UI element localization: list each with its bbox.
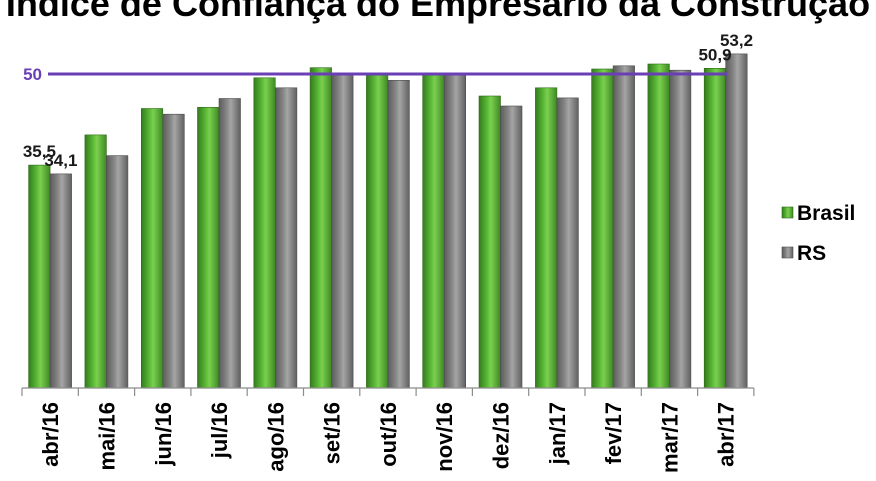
bars-layer	[28, 53, 748, 389]
reference-line-group: 50	[23, 65, 727, 84]
x-tick-label: jun/16	[151, 402, 176, 467]
chart-title: Índice de Confiança do Empresário da Con…	[6, 0, 870, 24]
x-tick-label: jul/16	[207, 402, 232, 459]
bar-rs-out-16	[387, 80, 410, 389]
x-tick-label: abr/17	[714, 402, 739, 467]
x-tick-label: mai/16	[94, 402, 119, 471]
x-tick-label: set/16	[320, 402, 345, 464]
bar-rs-fev-17	[612, 65, 635, 389]
x-tick-label: dez/16	[489, 402, 514, 469]
x-tick-label: abr/16	[38, 402, 63, 467]
bar-brasil-mar-17	[647, 63, 670, 389]
legend-swatch-brasil	[781, 206, 794, 219]
x-tick-label: nov/16	[432, 402, 457, 472]
bar-rs-mar-17	[669, 69, 692, 389]
bar-rs-jul-16	[218, 98, 241, 389]
x-axis	[21, 387, 755, 396]
bar-brasil-abr-17	[703, 68, 727, 389]
legend-swatch-rs	[781, 246, 794, 259]
x-tick-label: out/16	[376, 402, 401, 467]
x-tick-label: ago/16	[263, 402, 288, 472]
bar-rs-ago-16	[275, 87, 298, 389]
x-tick-label: fev/17	[601, 402, 626, 464]
data-label-brasil-abr-17: 50,9	[698, 45, 731, 64]
bar-brasil-set-16	[309, 67, 332, 389]
bar-brasil-out-16	[366, 73, 389, 389]
bar-brasil-fev-17	[591, 68, 614, 389]
bar-rs-jun-16	[162, 113, 185, 389]
x-tick-labels: abr/16 mai/16 jun/16 jul/16 ago/16 set/16 out/…	[38, 402, 739, 473]
bar-rs-dez-16	[500, 105, 523, 389]
bar-brasil-jul-16	[197, 107, 220, 389]
bar-rs-abr-17	[725, 53, 748, 389]
bar-rs-nov-16	[443, 73, 467, 389]
bar-brasil-jan-17	[535, 87, 558, 389]
bar-brasil-nov-16	[422, 73, 445, 389]
bar-rs-jan-17	[556, 97, 579, 389]
bar-brasil-dez-16	[478, 95, 501, 389]
x-tick-label: jan/17	[545, 402, 570, 465]
bar-brasil-abr-16	[28, 164, 51, 389]
x-tick-label: mar/17	[657, 402, 682, 473]
reference-line-label: 50	[23, 65, 42, 84]
bar-rs-mai-16	[106, 155, 129, 389]
legend-label-rs: RS	[797, 242, 826, 265]
bar-brasil-jun-16	[141, 108, 164, 389]
data-label-rs-abr-16: 34,1	[44, 151, 77, 170]
bar-rs-abr-16	[49, 173, 72, 389]
data-label-brasil-abr-16: 35,5	[23, 142, 56, 161]
bar-brasil-mai-16	[84, 134, 107, 389]
data-labels: 35,534,1 50,953,2	[23, 31, 753, 170]
legend: Brasil RS	[781, 202, 855, 265]
legend-label-brasil: Brasil	[797, 202, 855, 225]
data-label-rs-abr-17: 53,2	[720, 31, 753, 50]
bar-rs-set-16	[331, 73, 354, 389]
bar-brasil-ago-16	[253, 77, 276, 389]
